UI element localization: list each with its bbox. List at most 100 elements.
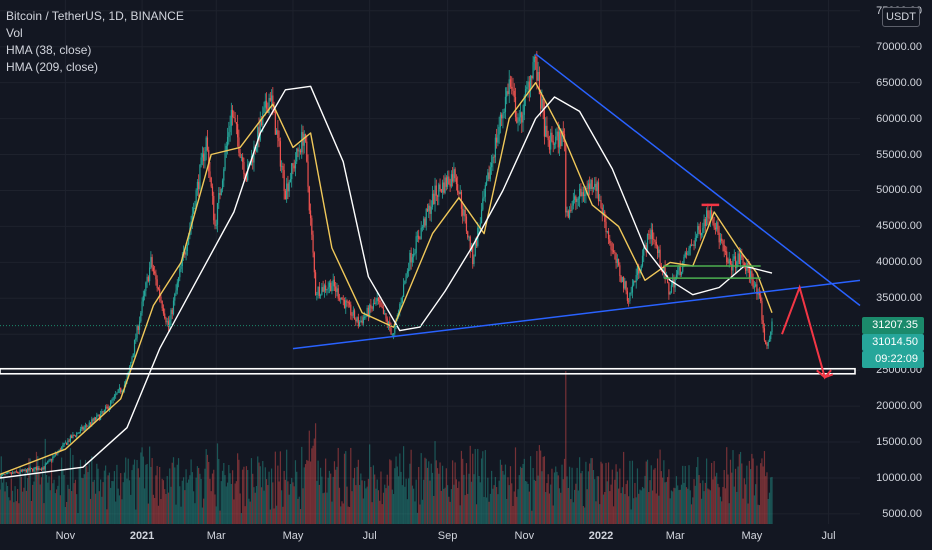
candle-body xyxy=(294,161,297,169)
candle-body xyxy=(357,317,359,327)
volume-bar xyxy=(541,471,543,524)
volume-bar xyxy=(247,469,249,524)
candle-body xyxy=(107,406,109,410)
legend-volume[interactable]: Vol xyxy=(6,26,23,40)
volume-bar xyxy=(449,501,451,524)
currency-button[interactable]: USDT xyxy=(882,7,920,27)
candle-body xyxy=(9,472,11,474)
candle-body xyxy=(562,131,564,135)
volume-bar xyxy=(343,453,346,524)
legend-hma-209[interactable]: HMA (209, close) xyxy=(6,60,99,74)
candle-body xyxy=(582,192,584,197)
candle-body xyxy=(482,198,484,210)
candle-body xyxy=(198,181,200,189)
volume-bar xyxy=(413,488,415,524)
volume-bar xyxy=(597,476,600,524)
prediction-arrowhead xyxy=(816,369,834,379)
volume-bar xyxy=(252,473,254,524)
candle-body xyxy=(479,223,481,228)
candle-body xyxy=(552,141,554,145)
candle-body xyxy=(483,196,485,199)
volume-bar xyxy=(667,477,669,524)
volume-bar xyxy=(509,466,512,524)
candle-body xyxy=(620,276,622,283)
x-tick-label: Jul xyxy=(362,530,377,542)
volume-bar xyxy=(526,481,528,524)
volume-bar xyxy=(675,476,678,524)
candle-body xyxy=(372,303,375,309)
volume-bar xyxy=(580,473,582,524)
volume-bar xyxy=(130,494,132,524)
candle-body xyxy=(504,96,507,112)
volume-bar xyxy=(230,483,232,524)
volume-bar xyxy=(240,513,243,524)
candle-body xyxy=(401,297,403,303)
volume-bar xyxy=(1,482,4,524)
candle-body xyxy=(356,317,358,322)
volume-bar xyxy=(229,473,231,524)
candle-body xyxy=(22,469,24,472)
candle-body xyxy=(441,182,444,193)
volume-bar xyxy=(74,479,77,524)
candle-body xyxy=(467,231,469,238)
candle-body xyxy=(557,131,559,148)
candle-body xyxy=(118,387,121,390)
volume-bar xyxy=(284,479,287,524)
candle-body xyxy=(8,472,10,474)
volume-bar xyxy=(620,493,622,524)
candle-body xyxy=(272,95,274,106)
volume-bar xyxy=(698,475,700,524)
candle-body xyxy=(516,117,518,123)
legend-hma-38[interactable]: HMA (38, close) xyxy=(6,43,92,57)
legend-symbol[interactable]: Bitcoin / TetherUS, 1D, BINANCE xyxy=(6,9,184,23)
candle-body xyxy=(53,455,55,458)
candle-body xyxy=(297,148,299,152)
volume-bar xyxy=(596,476,598,524)
volume-bar xyxy=(548,493,551,524)
candle-body xyxy=(325,285,327,291)
price-badge: 09:22:09 xyxy=(862,351,924,369)
volume-bar xyxy=(447,485,449,524)
volume-bar xyxy=(579,457,581,524)
candle-body xyxy=(679,265,681,275)
candle-body xyxy=(509,79,512,87)
volume-bar xyxy=(558,488,561,524)
candle-body xyxy=(542,98,544,111)
volume-bar xyxy=(700,498,703,524)
volume-bar xyxy=(0,489,1,524)
candle-body xyxy=(296,148,298,162)
candle-body xyxy=(546,125,548,137)
candle-body xyxy=(669,292,671,295)
volume-bar xyxy=(272,482,274,524)
volume-bar xyxy=(73,483,75,524)
volume-bar xyxy=(120,473,122,524)
candle-body xyxy=(111,399,113,401)
price-axis[interactable]: 5000.00 10000.00 15000.00 20000.00 25000.00 3… xyxy=(860,0,932,550)
volume-bar xyxy=(245,466,248,524)
candle-body xyxy=(721,238,723,241)
volume-bar xyxy=(399,453,401,524)
candle-body xyxy=(98,414,100,420)
volume-bar xyxy=(6,485,9,524)
candle-body xyxy=(576,198,578,203)
volume-bar xyxy=(199,473,201,524)
candle-body xyxy=(130,362,132,368)
candle-body xyxy=(205,137,207,152)
candle-body xyxy=(154,271,156,274)
candle-body xyxy=(13,472,15,474)
volume-bar xyxy=(167,492,170,524)
volume-bar xyxy=(263,490,265,524)
volume-bar xyxy=(125,457,127,524)
volume-bar xyxy=(392,494,395,524)
volume-bar xyxy=(766,472,768,524)
volume-bar xyxy=(225,486,227,524)
candle-body xyxy=(18,472,20,474)
candle-body xyxy=(538,71,540,95)
candle-body xyxy=(484,185,486,197)
candle-body xyxy=(555,136,557,145)
volume-bar xyxy=(234,483,236,524)
volume-bar xyxy=(190,459,192,524)
y-tick-label: 35000.00 xyxy=(876,292,922,305)
candle-body xyxy=(307,161,309,187)
